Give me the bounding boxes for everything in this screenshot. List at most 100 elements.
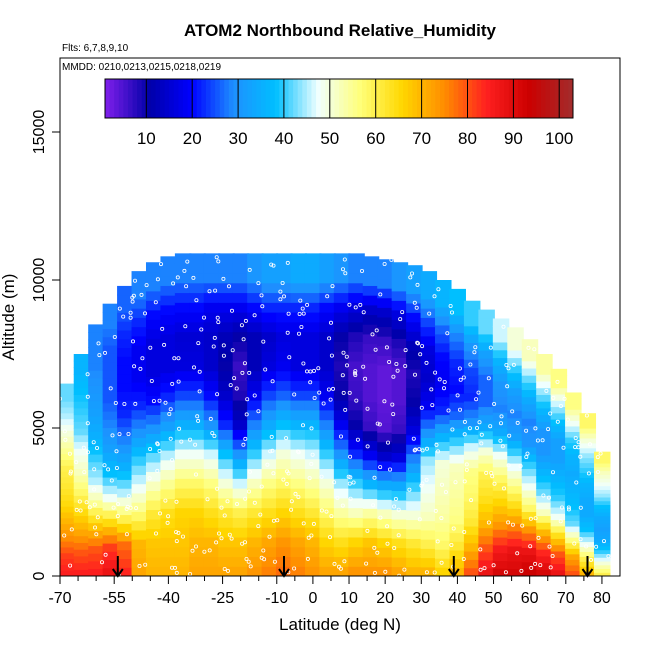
heatmap-cell (463, 334, 481, 344)
heatmap-cell (579, 521, 597, 528)
heatmap-cell (174, 527, 192, 538)
heatmap-cell (333, 400, 351, 411)
heatmap-cell (507, 395, 524, 404)
obs-point (172, 356, 177, 361)
heatmap-cell (536, 515, 553, 523)
heatmap-cell (536, 488, 553, 496)
obs-point (221, 353, 226, 358)
heatmap-cell (247, 341, 264, 352)
heatmap-cell (145, 290, 163, 301)
heatmap-cell (579, 452, 597, 459)
heatmap-cell (319, 458, 336, 470)
obs-point (524, 454, 529, 459)
x-tick-label: -10 (265, 590, 288, 607)
heatmap-cell (247, 360, 264, 372)
heatmap-cell (420, 492, 438, 503)
heatmap-cell (550, 513, 568, 521)
obs-point (491, 563, 496, 568)
obs-point (215, 392, 220, 397)
heatmap-cell (492, 536, 510, 546)
chart-title: ATOM2 Northbound Relative_Humidity (184, 21, 497, 40)
obs-point (96, 341, 101, 346)
heatmap-cell (377, 566, 394, 576)
heatmap-cell (160, 275, 177, 286)
heatmap-cell (593, 560, 611, 566)
heatmap-cell (319, 409, 336, 421)
heatmap-cell (333, 331, 351, 342)
heatmap-cell (593, 549, 611, 554)
heatmap-cell (406, 557, 423, 568)
heatmap-cell (102, 361, 120, 371)
heatmap-cell (232, 478, 250, 489)
obs-point (174, 570, 179, 575)
colorbar-swatch (343, 79, 349, 118)
heatmap-cell (478, 487, 495, 496)
obs-point (97, 353, 102, 358)
colorbar-swatch (334, 79, 340, 118)
heatmap-cell (536, 569, 553, 576)
heatmap-cell (478, 422, 495, 432)
obs-point (143, 562, 148, 567)
heatmap-cell (160, 556, 177, 567)
heatmap-cell (73, 354, 91, 362)
heatmap-cell (203, 458, 221, 470)
heatmap-cell (449, 349, 466, 360)
heatmap-cell (536, 354, 553, 362)
heatmap-cell (593, 462, 611, 468)
heatmap-cell (449, 401, 466, 412)
colorbar-tick-label: 40 (274, 129, 293, 148)
heatmap-cell (550, 488, 568, 495)
obs-point (300, 423, 305, 428)
heatmap-cell (435, 540, 452, 550)
heatmap-cell (391, 509, 409, 520)
heatmap-cell (102, 435, 120, 445)
heatmap-cell (521, 403, 539, 412)
heatmap-cell (565, 442, 582, 449)
colorbar-swatch (329, 79, 335, 118)
heatmap-cell (174, 272, 192, 284)
obs-point (219, 536, 224, 541)
heatmap-cell (247, 556, 264, 567)
obs-point (348, 496, 353, 501)
heatmap-cell (88, 492, 105, 501)
heatmap-cell (333, 292, 351, 303)
obs-point (148, 345, 153, 350)
obs-point (453, 480, 458, 485)
y-axis-label: Altitude (m) (0, 274, 18, 361)
colorbar-swatch (504, 79, 510, 118)
colorbar-swatch (412, 79, 418, 118)
heatmap-cell (261, 458, 279, 470)
heatmap-cell (550, 557, 568, 565)
heatmap-cell (290, 419, 307, 430)
colorbar-swatch (407, 79, 413, 118)
colorbar-swatch (224, 79, 230, 118)
heatmap-cell (73, 528, 91, 537)
heatmap-cell (218, 468, 235, 479)
obs-point (479, 441, 484, 446)
heatmap-cell (449, 341, 466, 351)
heatmap-cell (420, 363, 438, 374)
obs-point (396, 507, 401, 512)
obs-point (504, 362, 509, 367)
heatmap-cell (420, 326, 438, 337)
heatmap-cell (145, 281, 163, 292)
heatmap-cell (333, 409, 351, 421)
heatmap-cell (174, 282, 192, 294)
heatmap-cell (290, 458, 307, 470)
obs-point (296, 450, 301, 455)
colorbar-swatch (325, 79, 331, 118)
obs-point (375, 550, 380, 555)
obs-point (312, 395, 317, 400)
x-tick-label: 30 (412, 590, 430, 607)
heatmap-cell (60, 564, 76, 571)
heatmap-cell (160, 527, 177, 538)
heatmap-cell (521, 454, 539, 462)
heatmap-cell (377, 403, 394, 414)
x-tick-label: 80 (593, 590, 611, 607)
heatmap-cell (463, 400, 481, 410)
heatmap-cell (377, 518, 394, 529)
heatmap-cell (507, 447, 524, 457)
obs-point (393, 496, 398, 501)
heatmap-cell (304, 488, 322, 499)
colorbar-swatch (384, 79, 390, 118)
